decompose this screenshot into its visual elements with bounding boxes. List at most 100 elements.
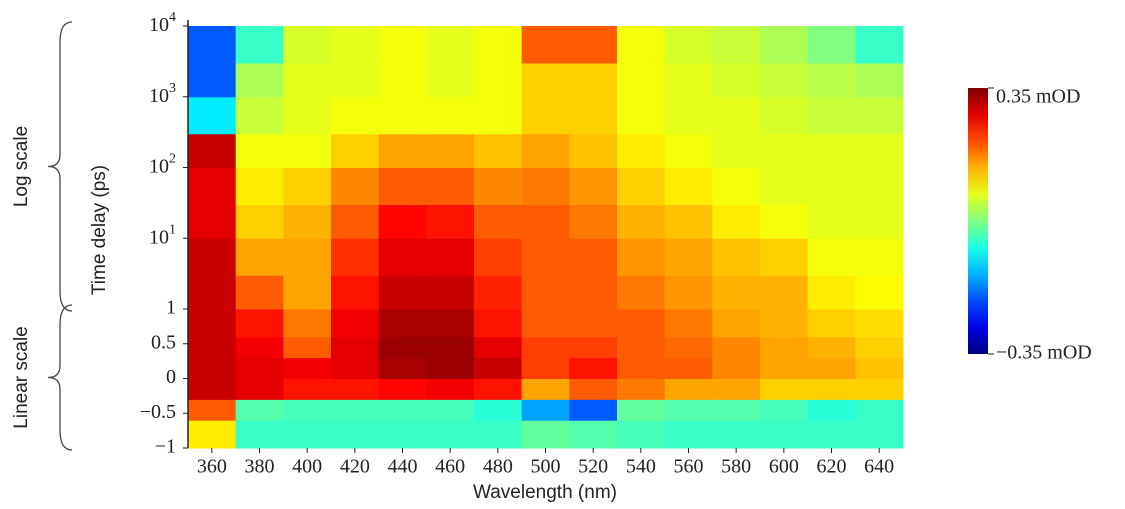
heatmap-cell [617, 204, 666, 239]
heatmap-cell [569, 309, 618, 338]
heatmap-cell [664, 420, 713, 449]
heatmap-cell [521, 309, 570, 338]
heatmap-cell [760, 275, 809, 310]
heatmap-cell [855, 378, 904, 400]
x-tick-label: 480 [483, 456, 513, 478]
heatmap-cell [331, 62, 380, 98]
heatmap-cell [235, 204, 284, 239]
heatmap-cell [617, 336, 666, 359]
heatmap-cell [331, 399, 380, 421]
x-tick-label: 640 [864, 456, 894, 478]
heatmap-cell [855, 26, 904, 64]
x-tick-label: 460 [435, 456, 465, 478]
heatmap-cell [378, 275, 427, 310]
heatmap-cell [283, 275, 332, 310]
heatmap-cell [617, 62, 666, 98]
heatmap-cell [378, 26, 427, 64]
heatmap-cell [331, 336, 380, 359]
heatmap-cell [521, 96, 570, 135]
heatmap-cell [331, 96, 380, 135]
colorbar [968, 88, 988, 354]
heatmap-cell [331, 357, 380, 379]
heatmap-cell [712, 167, 761, 205]
heatmap-cell [474, 399, 523, 421]
heatmap-cell [855, 167, 904, 205]
x-tick-label: 580 [721, 456, 751, 478]
heatmap-cell [712, 62, 761, 98]
heatmap-cell [283, 26, 332, 64]
heatmap-cell [760, 204, 809, 239]
heatmap-cell [664, 96, 713, 135]
heatmap-cell [521, 275, 570, 310]
heatmap-cell [474, 420, 523, 449]
heatmap-cell [378, 238, 427, 276]
heatmap-cell [235, 167, 284, 205]
heatmap-cell [283, 399, 332, 421]
heatmap-cell [855, 357, 904, 379]
heatmap-cell [617, 420, 666, 449]
y-tick-label: 0 [166, 366, 176, 388]
heatmap-cell [331, 133, 380, 168]
heatmap-cell [378, 62, 427, 98]
heatmap-cell [664, 309, 713, 338]
heatmap-cell [712, 336, 761, 359]
heatmap-cell [426, 399, 475, 421]
heatmap-cell [855, 399, 904, 421]
x-tick-label: 540 [626, 456, 656, 478]
heatmap-cell [426, 336, 475, 359]
heatmap-cell [521, 357, 570, 379]
bracket-label: Log scale [11, 126, 32, 207]
heatmap-cell [664, 378, 713, 400]
heatmap-cell [712, 309, 761, 338]
heatmap-cell [378, 378, 427, 400]
heatmap-cell [712, 26, 761, 64]
heatmap-cell [760, 420, 809, 449]
x-tick-label: 440 [388, 456, 418, 478]
heatmap-cell [474, 378, 523, 400]
x-tick-label: 380 [245, 456, 275, 478]
heatmap-cell [283, 204, 332, 239]
heatmap-cell [569, 238, 618, 276]
x-tick-label: 420 [340, 456, 370, 478]
heatmap-cell [760, 167, 809, 205]
heatmap-cell [760, 26, 809, 64]
heatmap-cell [760, 96, 809, 135]
heatmap-cell [569, 378, 618, 400]
heatmap-cell [760, 309, 809, 338]
heatmap-cell [474, 26, 523, 64]
heatmap-cell [569, 275, 618, 310]
heatmap-cell [283, 62, 332, 98]
heatmap-cell [188, 420, 237, 449]
heatmap-cell [474, 238, 523, 276]
heatmap-cell [521, 62, 570, 98]
heatmap-cell [426, 238, 475, 276]
heatmap-cell [664, 133, 713, 168]
heatmap-cell [521, 204, 570, 239]
heatmap-cell [474, 96, 523, 135]
heatmap-cell [188, 26, 237, 64]
heatmap-cell [712, 96, 761, 135]
heatmap-cell [521, 167, 570, 205]
heatmap-cell [617, 399, 666, 421]
heatmap-cell [426, 204, 475, 239]
heatmap-cell [235, 420, 284, 449]
heatmap-cell [855, 309, 904, 338]
heatmap-cell [426, 96, 475, 135]
heatmap-cell [664, 399, 713, 421]
heatmap-cell [664, 275, 713, 310]
heatmap-cell [807, 238, 856, 276]
heatmap-cell [712, 399, 761, 421]
heatmap-cell [474, 275, 523, 310]
heatmap-cell [760, 133, 809, 168]
heatmap-cell [331, 204, 380, 239]
heatmap-cell [712, 133, 761, 168]
heatmap-cell [283, 167, 332, 205]
heatmap-cell [569, 62, 618, 98]
heatmap-cell [331, 167, 380, 205]
heatmap-cell [712, 420, 761, 449]
heatmap-cell [426, 357, 475, 379]
heatmap-cell [426, 133, 475, 168]
heatmap-cell [188, 336, 237, 359]
heatmap-cell [712, 204, 761, 239]
x-tick-label: 360 [197, 456, 227, 478]
